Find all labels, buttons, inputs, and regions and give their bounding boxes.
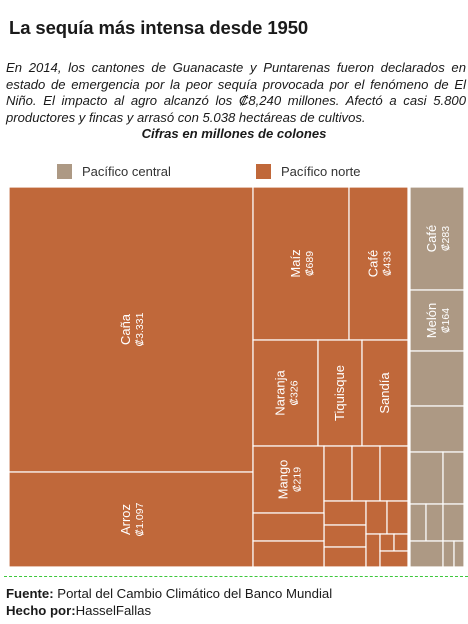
tile-central-small-7 [442, 503, 465, 542]
tile-sandia-label: Sandía [377, 372, 392, 414]
tile-norte-small-8 [252, 540, 325, 568]
tile-norte-small-2 [351, 445, 381, 502]
unit-label: Cifras en millones de colones [141, 126, 327, 141]
tile-cafe-central-label: Café₡283 [424, 225, 452, 252]
legend-item-pacifico-central: Pacífico central [57, 163, 171, 179]
tile-norte-small-11 [365, 533, 381, 568]
tile-naranja-label: Naranja₡326 [273, 369, 301, 415]
tile-central-small-8 [409, 540, 444, 568]
author-line: Hecho por:HasselFallas [6, 603, 151, 619]
baseline-divider [4, 576, 468, 577]
tile-central-small-4 [442, 451, 465, 505]
tile-tiquisque-label: Tiquisque [332, 365, 347, 421]
legend-item-pacifico-norte: Pacífico norte [256, 163, 361, 179]
author-label: Hecho por: [6, 603, 76, 618]
legend-label-pacifico-central: Pacífico central [82, 163, 171, 179]
tile-central-small-5 [409, 503, 427, 542]
tile-cafe-norte [348, 186, 409, 341]
tile-sandia [361, 339, 409, 447]
tile-norte-small-5 [323, 524, 367, 548]
source-line: Fuente: Portal del Cambio Climático del … [6, 586, 332, 602]
tile-central-small-6 [425, 503, 444, 542]
tile-cana-label: Caña₡3.331 [118, 312, 146, 346]
tile-central-small-1 [409, 350, 465, 407]
legend-swatch-pacifico-central [57, 163, 72, 179]
legend-label-pacifico-norte: Pacífico norte [281, 163, 361, 179]
tile-melon-label: Melón₡164 [424, 303, 452, 338]
tile-norte-small-7 [252, 512, 325, 542]
tile-central-small-10 [453, 540, 465, 568]
tile-cafe-norte-label: Café₡433 [366, 250, 394, 277]
tile-cana [8, 186, 254, 473]
tile-norte-small-1 [323, 445, 353, 502]
treemap-chart: Caña₡3.331 Arroz₡1.097 Maíz₡689 Café₡433 Nar… [8, 186, 465, 568]
tile-naranja [252, 339, 319, 447]
tile-central-small-3 [409, 451, 444, 505]
tile-cafe-central [409, 186, 465, 291]
tile-central-small-2 [409, 405, 465, 453]
tile-norte-small-9 [365, 500, 388, 535]
tile-norte-small-14 [379, 550, 409, 568]
tile-central-small-9 [442, 540, 455, 568]
tile-norte-small-6 [323, 546, 367, 568]
chart-title: La sequía más intensa desde 1950 [9, 17, 309, 38]
source-value: Portal del Cambio Climático del Banco Mu… [53, 586, 333, 601]
tile-norte-small-3 [379, 445, 409, 502]
tile-mango [252, 445, 325, 514]
legend-swatch-pacifico-norte [256, 163, 271, 179]
tile-arroz-label: Arroz₡1.097 [118, 502, 146, 536]
source-label: Fuente: [6, 586, 54, 601]
tile-norte-small-10 [386, 500, 409, 535]
tile-norte-small-13 [393, 533, 409, 552]
chart-description: En 2014, los cantones de Guanacaste y Pu… [6, 60, 466, 125]
tile-mango-label: Mango₡219 [276, 460, 304, 500]
tile-norte-small-4 [323, 500, 367, 526]
tile-norte-small-12 [379, 533, 395, 552]
tile-melon [409, 289, 465, 352]
tile-maiz-label: Maíz₡689 [288, 249, 316, 277]
author-value: HasselFallas [75, 603, 152, 618]
